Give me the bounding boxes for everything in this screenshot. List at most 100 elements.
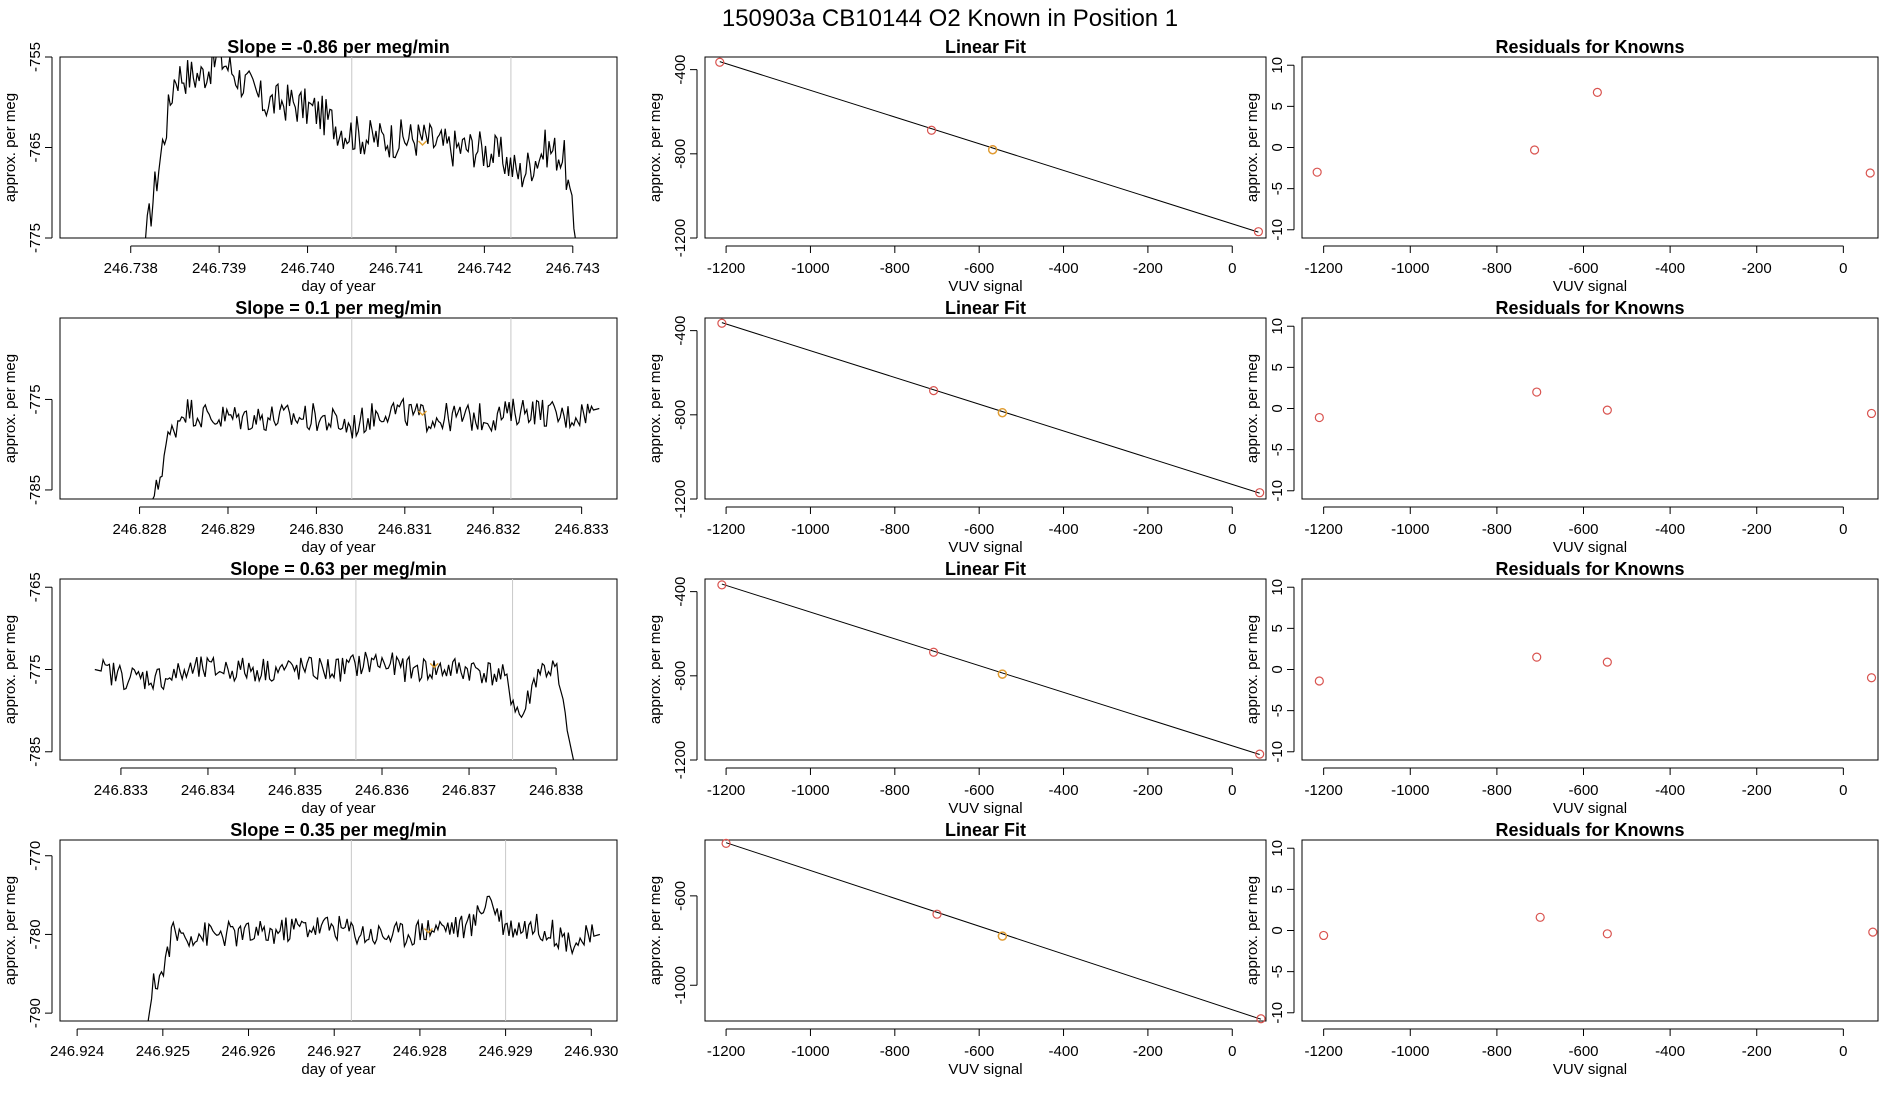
timeseries-4-title: Slope = 0.35 per meg/min: [230, 820, 447, 840]
linear-fit-2-x-tick-label: -400: [1049, 521, 1079, 538]
linear-fit-1-x-tick-label: -1000: [791, 260, 829, 277]
linear-fit-1-y-axis-label: approx. per meg: [647, 93, 664, 202]
timeseries-2-x-tick-label: 246.831: [378, 521, 432, 538]
linear-fit-1-data-point: [926, 125, 937, 135]
linear-fit-4-x-tick-label: -600: [964, 1043, 994, 1060]
residuals-2-y-axis-label: approx. per meg: [1244, 354, 1261, 463]
panel-row-4: Slope = 0.35 per meg/min 246.924 246.925 24…: [2, 820, 1879, 1078]
linear-fit-4-x-tick-label: -200: [1133, 1043, 1163, 1060]
timeseries-4-y-tick-label: -780: [27, 919, 44, 949]
timeseries-3-x-tick-label: 246.836: [355, 782, 409, 799]
linear-fit-4-plot-box: [704, 839, 1267, 1022]
residuals-2-y-tick-label: 10: [1269, 318, 1286, 335]
timeseries-3-y-tick-label: -775: [27, 654, 44, 684]
timeseries-1-highlight-mark: [417, 140, 427, 146]
timeseries-1-y-tick-label: -765: [27, 132, 44, 162]
timeseries-2-x-tick-label: 246.830: [289, 521, 343, 538]
linear-fit-4-x-tick-label: -1000: [791, 1043, 829, 1060]
linear-fit-3-fit-line: [721, 583, 1260, 756]
residuals-3-x-tick-label: -200: [1742, 782, 1772, 799]
timeseries-3-trace-line: [94, 651, 575, 760]
timeseries-4-trace-line: [147, 895, 601, 1021]
timeseries-3-x-tick-label: 246.837: [442, 782, 496, 799]
timeseries-3-y-tick-label: -765: [27, 572, 44, 602]
linear-fit-3-data-point: [1255, 749, 1265, 759]
timeseries-2-title: Slope = 0.1 per meg/min: [235, 298, 442, 318]
residuals-1-plot-box: [1301, 56, 1879, 239]
linear-fit-1-x-tick-label: -200: [1133, 260, 1163, 277]
linear-fit-4-title: Linear Fit: [945, 820, 1026, 840]
linear-fit-4-x-tick-label: 0: [1228, 1043, 1236, 1060]
linear-fit-3-data-point: [929, 647, 939, 657]
linear-fit-2-fit-line: [721, 322, 1260, 494]
timeseries-1-x-tick-label: 246.743: [546, 260, 600, 277]
timeseries-2-x-tick-label: 246.833: [555, 521, 609, 538]
linear-fit-1-y-tick-label: -400: [672, 55, 689, 85]
linear-fit-4-x-tick-label: -1200: [707, 1043, 745, 1060]
residuals-1-y-tick-label: -10: [1269, 219, 1286, 241]
timeseries-4-highlight-mark: [423, 928, 433, 934]
residuals-2-data-point: [1866, 408, 1877, 419]
linear-fit-2-x-tick-label: -1000: [791, 521, 829, 538]
linear-fit-3-y-axis-label: approx. per meg: [647, 615, 664, 724]
timeseries-1-x-tick-label: 246.740: [280, 260, 334, 277]
linear-fit-3-x-axis-label: VUV signal: [948, 800, 1022, 817]
residuals-3-title: Residuals for Knowns: [1495, 559, 1684, 579]
residuals-2-x-tick-label: -800: [1482, 521, 1512, 538]
residuals-1-y-tick-label: 10: [1269, 57, 1286, 74]
linear-fit-4-y-axis-label: approx. per meg: [647, 876, 664, 985]
linear-fit-4-data-point: [932, 909, 942, 919]
linear-fit-2-x-tick-label: 0: [1228, 521, 1236, 538]
residuals-2-x-tick-label: -1200: [1304, 521, 1342, 538]
linear-fit-2-x-tick-label: -200: [1133, 521, 1163, 538]
timeseries-4-x-tick-label: 246.925: [136, 1043, 190, 1060]
residuals-1-y-tick-label: 5: [1269, 102, 1286, 110]
residuals-2-x-tick-label: 0: [1839, 521, 1847, 538]
linear-fit-2-plot-box: [704, 317, 1267, 500]
residuals-4-y-tick-label: -10: [1269, 1002, 1286, 1024]
residuals-1-x-tick-label: -400: [1655, 260, 1685, 277]
residuals-4-y-tick-label: 10: [1269, 840, 1286, 857]
residuals-3-x-tick-label: -1000: [1391, 782, 1429, 799]
residuals-2-plot-box: [1301, 317, 1879, 500]
residuals-3-data-point: [1602, 657, 1612, 667]
timeseries-2-x-axis-label: day of year: [301, 539, 375, 556]
residuals-2-data-point: [1532, 387, 1542, 397]
residuals-3-data-point: [1314, 676, 1324, 686]
linear-fit-2-x-tick-label: -600: [964, 521, 994, 538]
linear-fit-3-x-tick-label: -600: [964, 782, 994, 799]
linear-fit-4-data-point: [1256, 1014, 1266, 1024]
residuals-2-y-tick-label: -10: [1269, 480, 1286, 502]
timeseries-1-y-tick-label: -755: [27, 42, 44, 72]
residuals-4-y-tick-label: 0: [1269, 926, 1286, 934]
timeseries-3-x-tick-label: 246.835: [268, 782, 322, 799]
timeseries-2-y-tick-label: -785: [27, 475, 44, 505]
linear-fit-1-x-tick-label: 0: [1228, 260, 1236, 277]
residuals-4-x-tick-label: 0: [1839, 1043, 1847, 1060]
residuals-1-x-tick-label: -800: [1482, 260, 1512, 277]
residuals-1-x-tick-label: -600: [1568, 260, 1598, 277]
timeseries-3-y-axis-label: approx. per meg: [2, 615, 19, 724]
timeseries-4-x-tick-label: 246.930: [564, 1043, 618, 1060]
linear-fit-4-y-tick-label: -600: [672, 881, 689, 911]
linear-fit-1-x-tick-label: -400: [1049, 260, 1079, 277]
residuals-4-x-axis-label: VUV signal: [1553, 1061, 1627, 1078]
linear-fit-3-x-tick-label: -1200: [707, 782, 745, 799]
linear-fit-2-x-tick-label: -800: [880, 521, 910, 538]
figure-title: 150903a CB10144 O2 Known in Position 1: [722, 5, 1178, 32]
residuals-1-data-point: [1865, 168, 1875, 178]
timeseries-1-title: Slope = -0.86 per meg/min: [227, 37, 450, 57]
linear-fit-2-data-point: [1255, 488, 1265, 498]
residuals-3-x-axis-label: VUV signal: [1553, 800, 1627, 817]
residuals-1-title: Residuals for Knowns: [1495, 37, 1684, 57]
linear-fit-4-highlight-point: [997, 931, 1008, 941]
panel-row-3: Slope = 0.63 per meg/min 246.833 246.834 24…: [2, 559, 1879, 817]
linear-fit-3-x-tick-label: 0: [1228, 782, 1236, 799]
linear-fit-3-x-tick-label: -800: [880, 782, 910, 799]
linear-fit-1-x-tick-label: -1200: [707, 260, 745, 277]
residuals-2-y-tick-label: -5: [1269, 443, 1286, 456]
residuals-3-data-point: [1866, 673, 1877, 683]
linear-fit-3-y-tick-label: -400: [672, 577, 689, 607]
residuals-1-x-tick-label: -1200: [1304, 260, 1342, 277]
timeseries-3-title: Slope = 0.63 per meg/min: [230, 559, 447, 579]
